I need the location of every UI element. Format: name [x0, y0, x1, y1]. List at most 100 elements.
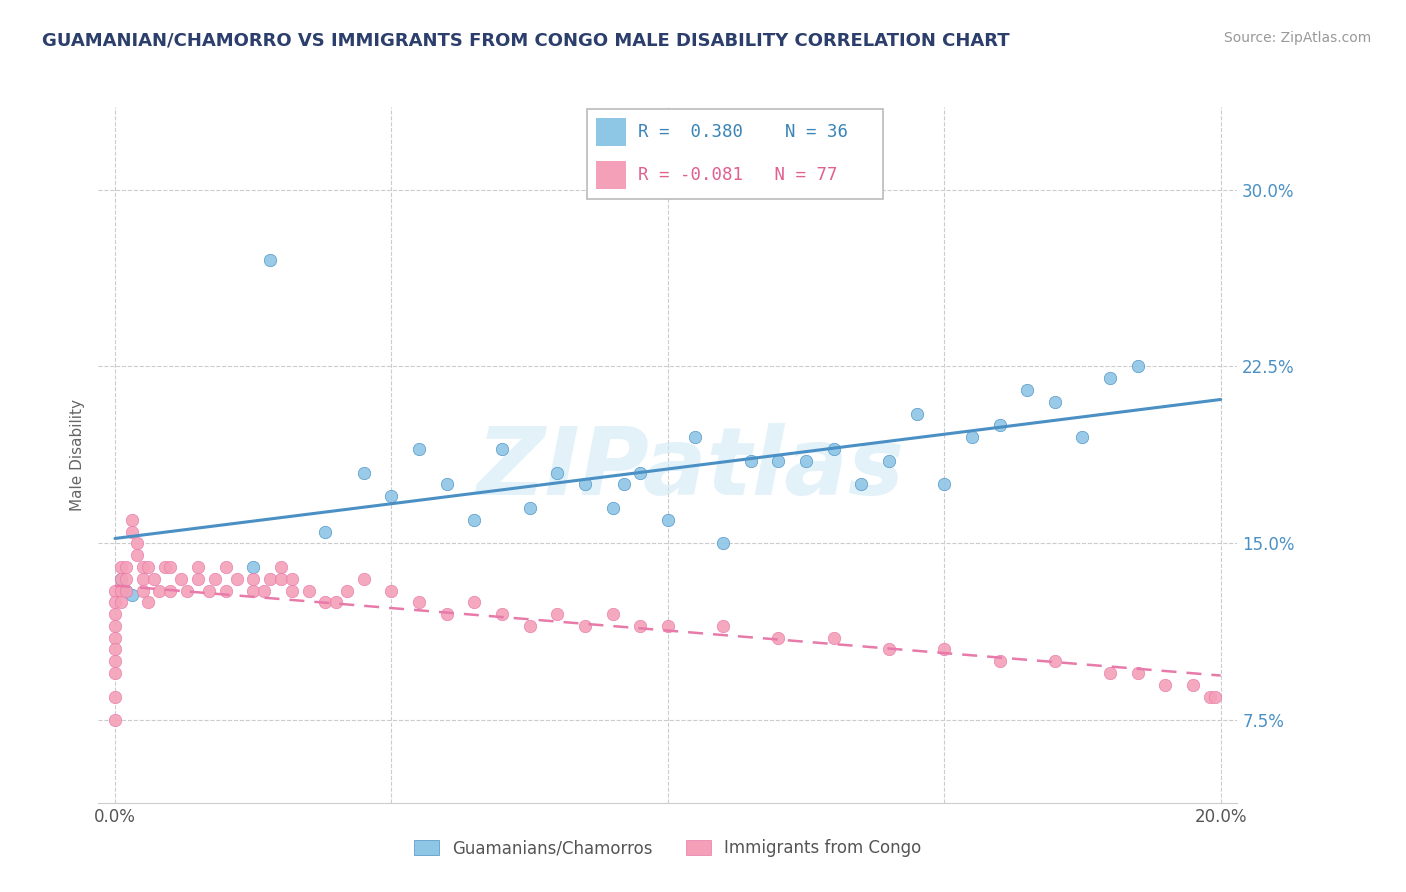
Point	[121, 524, 143, 539]
Point	[905, 407, 928, 421]
Point	[960, 430, 983, 444]
Point	[131, 583, 153, 598]
Point	[131, 572, 153, 586]
Point	[934, 642, 956, 657]
FancyBboxPatch shape	[596, 119, 626, 146]
Point	[142, 572, 165, 586]
Point	[214, 560, 236, 574]
Point	[353, 466, 375, 480]
FancyBboxPatch shape	[596, 161, 626, 189]
Point	[110, 560, 132, 574]
Point	[602, 607, 624, 621]
Point	[1043, 395, 1066, 409]
Point	[408, 595, 430, 609]
Point	[115, 560, 138, 574]
Point	[1126, 666, 1149, 681]
Point	[270, 572, 292, 586]
Point	[225, 572, 247, 586]
Point	[314, 524, 336, 539]
Point	[253, 583, 276, 598]
Point	[711, 536, 734, 550]
Point	[110, 572, 132, 586]
Point	[115, 583, 138, 598]
Point	[1126, 359, 1149, 374]
Point	[281, 572, 304, 586]
Point	[104, 654, 127, 668]
Point	[115, 583, 138, 598]
Legend: Guamanians/Chamorros, Immigrants from Congo: Guamanians/Chamorros, Immigrants from Co…	[408, 833, 928, 864]
Point	[104, 631, 127, 645]
Point	[176, 583, 198, 598]
Point	[187, 560, 209, 574]
Point	[988, 654, 1011, 668]
Point	[1017, 383, 1039, 397]
Point	[740, 454, 762, 468]
Point	[214, 583, 236, 598]
Point	[574, 619, 596, 633]
Point	[353, 572, 375, 586]
Point	[110, 595, 132, 609]
Point	[127, 536, 149, 550]
Point	[104, 666, 127, 681]
Point	[1099, 666, 1122, 681]
Point	[546, 466, 568, 480]
Point	[1154, 678, 1177, 692]
Point	[1182, 678, 1205, 692]
Point	[380, 489, 402, 503]
Text: R =  0.380    N = 36: R = 0.380 N = 36	[638, 123, 848, 141]
Point	[491, 442, 513, 456]
Text: R = -0.081   N = 77: R = -0.081 N = 77	[638, 167, 838, 185]
Point	[259, 253, 281, 268]
Point	[823, 442, 845, 456]
Point	[768, 631, 790, 645]
Point	[602, 500, 624, 515]
Point	[104, 607, 127, 621]
Point	[104, 595, 127, 609]
Point	[131, 560, 153, 574]
Point	[115, 572, 138, 586]
Point	[204, 572, 226, 586]
Point	[110, 572, 132, 586]
Point	[436, 607, 458, 621]
Point	[519, 619, 541, 633]
Point	[628, 619, 651, 633]
Point	[823, 631, 845, 645]
Point	[1071, 430, 1094, 444]
Point	[934, 477, 956, 491]
FancyBboxPatch shape	[586, 109, 883, 199]
Point	[297, 583, 319, 598]
Point	[851, 477, 873, 491]
Point	[136, 595, 159, 609]
Text: Source: ZipAtlas.com: Source: ZipAtlas.com	[1223, 31, 1371, 45]
Point	[380, 583, 402, 598]
Point	[325, 595, 347, 609]
Point	[110, 583, 132, 598]
Point	[657, 513, 679, 527]
Point	[768, 454, 790, 468]
Point	[170, 572, 193, 586]
Text: ZIPatlas: ZIPatlas	[477, 423, 904, 515]
Point	[104, 583, 127, 598]
Point	[519, 500, 541, 515]
Point	[491, 607, 513, 621]
Point	[159, 583, 181, 598]
Point	[613, 477, 636, 491]
Point	[104, 619, 127, 633]
Point	[794, 454, 817, 468]
Point	[877, 642, 900, 657]
Point	[463, 595, 485, 609]
Point	[104, 690, 127, 704]
Point	[314, 595, 336, 609]
Point	[259, 572, 281, 586]
Point	[685, 430, 707, 444]
Point	[657, 619, 679, 633]
Point	[242, 560, 264, 574]
Point	[436, 477, 458, 491]
Point	[1204, 690, 1226, 704]
Point	[242, 572, 264, 586]
Point	[1198, 690, 1220, 704]
Point	[628, 466, 651, 480]
Point	[187, 572, 209, 586]
Point	[127, 548, 149, 562]
Point	[336, 583, 359, 598]
